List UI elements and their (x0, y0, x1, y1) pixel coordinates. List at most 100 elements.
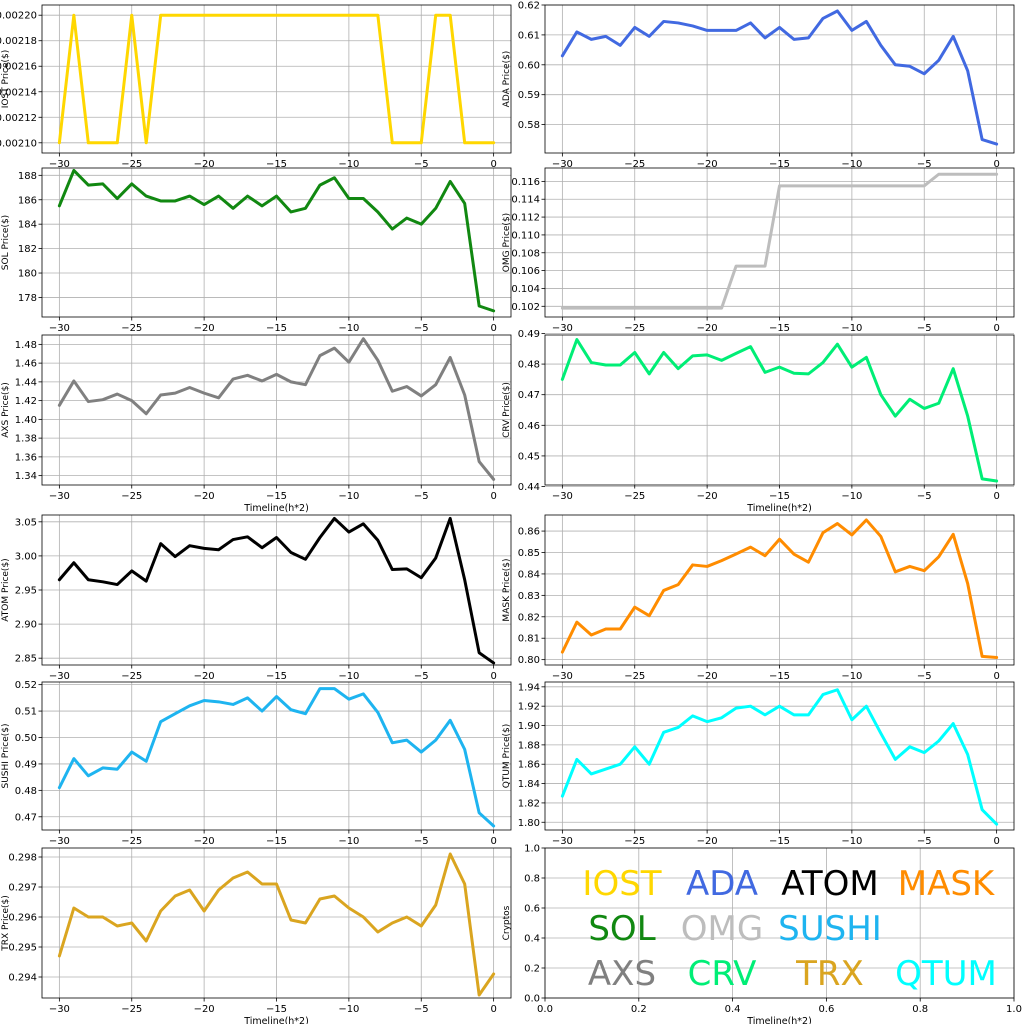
y-tick-label: 0.44 (518, 482, 540, 493)
y-tick-label: 2.95 (15, 586, 37, 597)
x-tick-label: −5 (917, 491, 932, 502)
y-tick-label: 1.80 (518, 818, 540, 829)
crypto-legend-label: SOL (588, 909, 655, 949)
x-axis-label: Timeline(h*2) (746, 503, 812, 514)
x-tick-label: −10 (338, 671, 359, 682)
x-axis-label: Timeline(h*2) (243, 503, 309, 514)
x-tick-label: 0 (993, 323, 999, 334)
subplot-8: −30 −25 −20 −15 −10 −5 0 0.47 0.48 0.49 0.50 0.51 0.… (1, 680, 512, 847)
x-tick-label: −15 (769, 836, 790, 847)
y-axis-label: ATOM Price($) (1, 558, 11, 621)
y-tick-label: 1.94 (518, 682, 540, 693)
x-tick-label: 0 (993, 836, 999, 847)
crypto-legend-label: QTUM (895, 954, 997, 994)
x-tick-label: −25 (624, 323, 645, 334)
x-tick-label: −10 (338, 1004, 359, 1015)
x-tick-label: −5 (414, 491, 429, 502)
y-tick-label: 0.47 (15, 812, 37, 823)
x-tick-label: −30 (552, 836, 573, 847)
x-tick-label: −30 (552, 491, 573, 502)
y-tick-label: 180 (18, 269, 37, 280)
x-tick-label: −25 (121, 671, 142, 682)
y-tick-label: 0.297 (8, 883, 37, 894)
subplot-5: −30 −25 −20 −15 −10 −5 0 0.44 0.45 0.46 0.47 0.48 0.… (502, 329, 1015, 514)
y-tick-label: 0.102 (511, 302, 540, 313)
x-tick-label: −20 (194, 671, 215, 682)
y-tick-label: 0.00220 (0, 11, 37, 22)
y-tick-label: 188 (18, 171, 37, 182)
crypto-legend-label: OMG (681, 909, 763, 949)
x-tick-label: −10 (338, 159, 359, 170)
x-tick-label: −10 (338, 323, 359, 334)
y-tick-label: 0.83 (518, 591, 540, 602)
x-tick-label: −25 (624, 159, 645, 170)
y-tick-label: 0.58 (518, 120, 540, 131)
x-tick-label: −10 (841, 159, 862, 170)
y-tick-label: 0.00214 (0, 87, 37, 98)
y-tick-label: 0.80 (518, 655, 540, 666)
y-axis-label: CRV Price($) (502, 382, 512, 438)
x-tick-label: −20 (194, 323, 215, 334)
x-tick-label: −10 (841, 671, 862, 682)
y-tick-label: 0.106 (511, 266, 540, 277)
y-tick-label: 0.294 (8, 973, 37, 984)
x-tick-label: −20 (194, 159, 215, 170)
y-tick-label: 1.92 (518, 702, 540, 713)
x-tick-label: −20 (194, 1004, 215, 1015)
y-tick-label: 0.296 (8, 913, 37, 924)
y-tick-label: 1.48 (15, 340, 37, 351)
y-tick-label: 0.116 (511, 177, 540, 188)
x-axis-label: Timeline(h*2) (746, 1016, 812, 1024)
y-tick-label: 1.46 (15, 359, 37, 370)
y-axis-label: ADA Price($) (502, 51, 512, 108)
y-tick-label: 0.4 (524, 934, 540, 945)
y-tick-label: 2.85 (15, 654, 37, 665)
x-tick-label: 0.6 (818, 1004, 834, 1015)
x-tick-label: 0.8 (912, 1004, 928, 1015)
x-tick-label: −20 (697, 159, 718, 170)
y-tick-label: 1.40 (15, 415, 37, 426)
y-tick-label: 0.81 (518, 634, 540, 645)
x-tick-label: −20 (697, 323, 718, 334)
x-tick-label: 0.4 (725, 1004, 741, 1015)
subplot-4: −30 −25 −20 −15 −10 −5 0 1.34 1.36 1.38 1.40 1.42 1.… (1, 334, 512, 514)
x-tick-label: −30 (49, 491, 70, 502)
x-tick-label: −25 (624, 671, 645, 682)
y-tick-label: 0.2 (524, 964, 540, 975)
y-tick-label: 1.84 (518, 779, 540, 790)
x-tick-label: −15 (266, 836, 287, 847)
y-tick-label: 0.8 (524, 874, 540, 885)
y-tick-label: 1.82 (518, 798, 540, 809)
y-tick-label: 1.38 (15, 434, 37, 445)
x-tick-label: −15 (266, 491, 287, 502)
subplot-7: −30 −25 −20 −15 −10 −5 0 0.80 0.81 0.82 0.83 0.84 0.… (502, 514, 1015, 682)
y-tick-label: 184 (18, 220, 37, 231)
subplot-6: −30 −25 −20 −15 −10 −5 0 2.85 2.90 2.95 3.00 3.05 AT… (1, 514, 512, 682)
y-tick-label: 0.45 (518, 451, 540, 462)
y-tick-label: 182 (18, 244, 37, 255)
x-tick-label: −15 (266, 159, 287, 170)
y-tick-label: 0.0 (524, 994, 540, 1005)
y-tick-label: 0.48 (518, 360, 540, 371)
x-tick-label: −15 (769, 491, 790, 502)
x-tick-label: −10 (841, 836, 862, 847)
subplot-9: −30 −25 −20 −15 −10 −5 0 1.80 1.82 1.84 1.86 1.88 1.… (502, 681, 1015, 847)
crypto-legend-label: TRX (795, 954, 864, 994)
x-tick-label: −25 (121, 1004, 142, 1015)
x-tick-label: −30 (49, 836, 70, 847)
x-tick-label: −20 (697, 671, 718, 682)
y-tick-label: 1.36 (15, 452, 37, 463)
crypto-legend-label: ADA (686, 864, 758, 904)
y-tick-label: 0.82 (518, 612, 540, 623)
y-tick-label: 178 (18, 293, 37, 304)
x-tick-label: 0 (490, 1004, 496, 1015)
x-tick-label: −20 (697, 836, 718, 847)
y-tick-label: 0.59 (518, 90, 540, 101)
x-tick-label: −30 (49, 159, 70, 170)
x-tick-label: −30 (552, 159, 573, 170)
crypto-legend-label: MASK (898, 864, 996, 904)
y-tick-label: 0.295 (8, 943, 37, 954)
y-tick-label: 0.60 (518, 60, 540, 71)
